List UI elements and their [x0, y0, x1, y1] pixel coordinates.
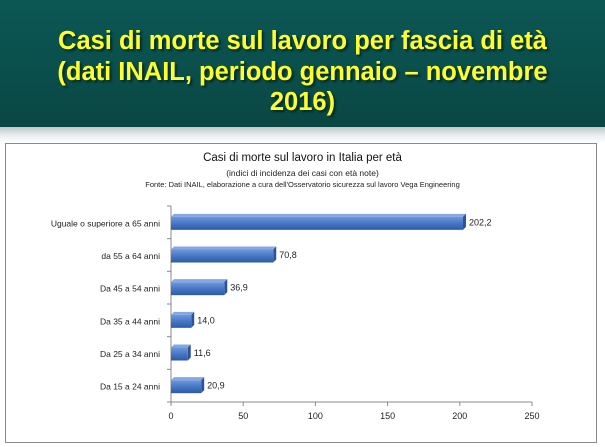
category-label: Da 15 a 24 anni [100, 382, 160, 392]
category-label: Da 25 a 34 anni [100, 349, 160, 359]
bar [171, 347, 188, 361]
slide-title-line-2: (dati INAIL, periodo gennaio – novembre [57, 58, 548, 86]
bar [171, 314, 192, 328]
bar-top-face [171, 213, 466, 217]
bar-top-face [171, 311, 195, 315]
x-tick-label: 250 [524, 411, 539, 421]
bar-value-label: 202,2 [469, 217, 492, 227]
bar-side-face [201, 377, 205, 394]
category-label: Da 35 a 44 anni [100, 316, 160, 326]
bar-side-face [462, 213, 466, 230]
category-label: Uguale o superiore a 65 anni [51, 218, 160, 228]
slide-title-line-3: 2016) [269, 88, 336, 116]
bar-side-face [187, 344, 191, 361]
category-label: da 55 a 64 anni [101, 251, 160, 261]
bar-side-face [191, 311, 195, 328]
chart-subtitle: (indici di incidenza dei casi con età no… [226, 168, 379, 178]
chart-source: Fonte: Dati INAIL, elaborazione a cura d… [145, 180, 460, 189]
header-shadow [0, 127, 605, 143]
bar-value-label: 70,8 [279, 250, 297, 260]
bar-top-face [171, 246, 277, 250]
bar-value-label: 14,0 [197, 315, 215, 325]
bar [171, 380, 202, 394]
x-tick-label: 200 [452, 411, 467, 421]
chart-frame [5, 143, 597, 443]
slide-header: Casi di morte sul lavoro per fascia di e… [0, 0, 605, 127]
bar [171, 249, 274, 263]
slide-title-line-1: Casi di morte sul lavoro per fascia di e… [58, 27, 547, 55]
bar [171, 216, 463, 230]
bar [171, 282, 225, 296]
x-tick-label: 100 [308, 411, 323, 421]
x-tick-label: 150 [380, 411, 395, 421]
x-tick-label: 0 [168, 411, 173, 421]
bar-top-face [171, 279, 228, 283]
bar-value-label: 20,9 [207, 381, 225, 391]
bar-value-label: 36,9 [230, 283, 248, 293]
bar-side-face [273, 246, 277, 263]
x-tick-label: 50 [238, 411, 248, 421]
chart-title: Casi di morte sul lavoro in Italia per e… [203, 152, 402, 164]
bar-top-face [171, 344, 191, 348]
category-label: Da 45 a 54 anni [100, 284, 160, 294]
bar-top-face [171, 377, 205, 381]
bar-side-face [224, 279, 228, 296]
bar-value-label: 11,6 [194, 348, 211, 358]
